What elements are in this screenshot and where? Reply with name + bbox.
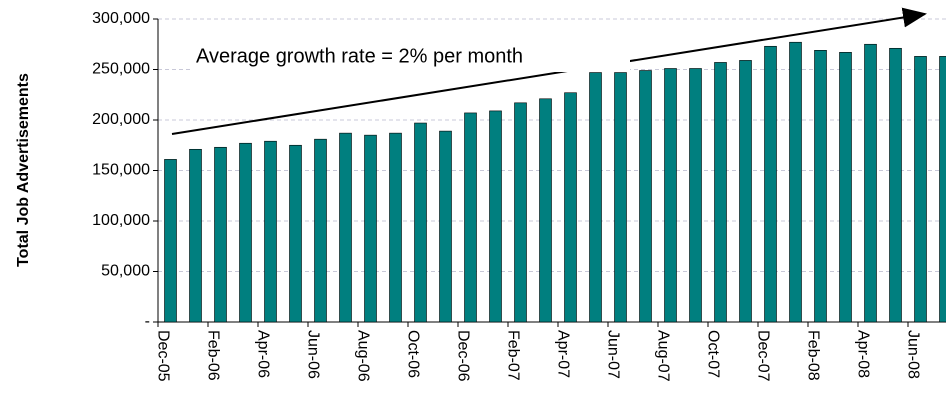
y-tick-label: 50,000 [101, 263, 150, 280]
annotation: Average growth rate = 2% per month [196, 45, 523, 67]
bar [839, 52, 852, 323]
y-axis-label: Total Job Advertisements [15, 73, 32, 267]
bar [814, 50, 827, 323]
x-tick-label: Jun-06 [304, 330, 321, 379]
bar [639, 70, 652, 323]
bar [589, 72, 602, 323]
y-tick-label: 150,000 [92, 162, 150, 179]
x-tick-label: Aug-07 [654, 330, 671, 382]
bar [664, 68, 677, 323]
y-tick-label: 100,000 [92, 212, 150, 229]
bar [689, 68, 702, 323]
bar [439, 130, 452, 323]
bar [914, 56, 927, 323]
x-tick-label: Jun-07 [604, 330, 621, 379]
bar [739, 60, 752, 323]
x-tick-label: Apr-08 [854, 330, 871, 378]
bar [464, 112, 477, 323]
bar [614, 72, 627, 323]
bar [539, 98, 552, 323]
bar [314, 138, 327, 323]
annotation-bg [190, 42, 630, 72]
bar [939, 56, 946, 323]
bar [364, 134, 377, 323]
bar [489, 110, 502, 323]
bar [389, 132, 402, 323]
bar [714, 62, 727, 323]
bar [889, 47, 902, 323]
bar [864, 43, 877, 323]
bar [789, 41, 802, 323]
x-tick-label: Dec-06 [454, 330, 471, 382]
x-tick-label: Dec-07 [754, 330, 771, 382]
x-tick-label: Jun-08 [904, 330, 921, 379]
x-tick-label: Apr-06 [254, 330, 271, 378]
bar [264, 140, 277, 323]
x-tick-label: Feb-07 [504, 330, 521, 381]
bar [764, 45, 777, 323]
bar [414, 122, 427, 323]
x-tick-label: Apr-07 [554, 330, 571, 378]
bar [564, 92, 577, 323]
x-tick-label: Aug-06 [354, 330, 371, 382]
x-tick-label: Feb-06 [204, 330, 221, 381]
plot-area: - 50,000 100,000 150,000 200,000 250,000 300,0… [92, 10, 946, 382]
bar [189, 148, 202, 323]
bar [214, 146, 227, 323]
x-tick-label: Oct-07 [704, 330, 721, 378]
y-tick-label: 250,000 [92, 61, 150, 78]
x-tick-label: Dec-05 [154, 330, 171, 382]
bar [514, 102, 527, 323]
bar [239, 142, 252, 323]
x-tick-label: Feb-08 [804, 330, 821, 381]
bar [289, 144, 302, 323]
trend-arrow [171, 7, 927, 135]
bar [339, 132, 352, 323]
y-tick-label: - [145, 313, 150, 330]
y-tick-label: 300,000 [92, 10, 150, 27]
x-tick-label: Oct-06 [404, 330, 421, 378]
y-tick-label: 200,000 [92, 111, 150, 128]
bar [164, 159, 177, 323]
